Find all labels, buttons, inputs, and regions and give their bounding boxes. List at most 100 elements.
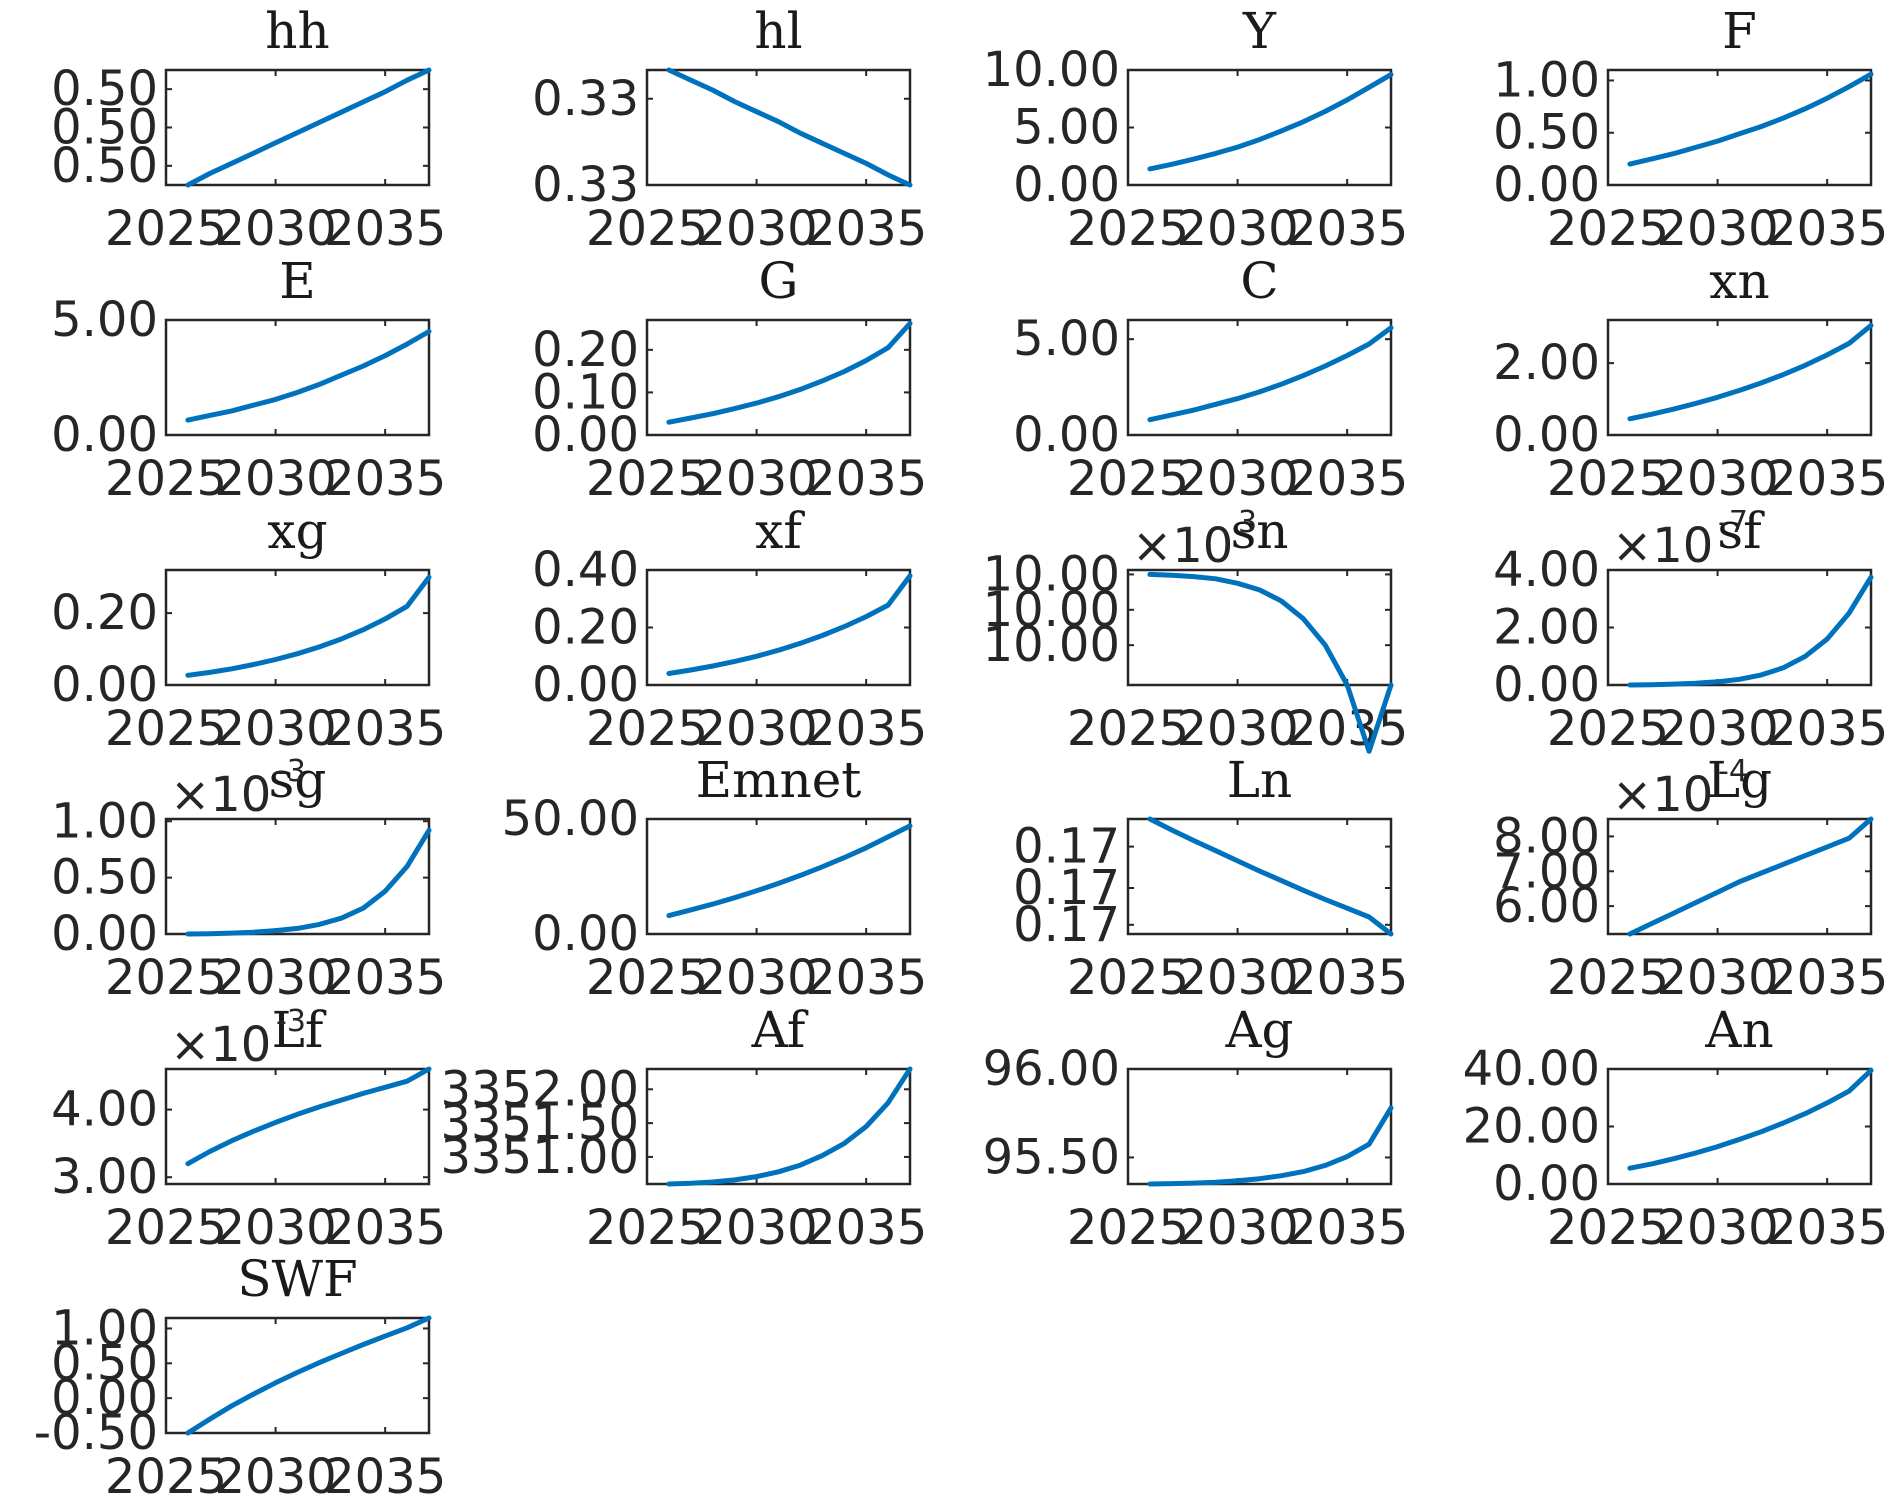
x-tick-label: 2025	[1547, 701, 1669, 757]
series-line	[1147, 325, 1394, 423]
x-tick-label: 2025	[1067, 1200, 1189, 1256]
axes-box	[645, 1067, 912, 1186]
x-tick-label: 2025	[586, 701, 708, 757]
y-tick-label: 0.17	[1013, 819, 1120, 875]
y-tick-label: 5.00	[51, 292, 158, 348]
series-line	[666, 67, 913, 188]
x-tick-label: 2030	[1177, 1200, 1299, 1256]
series-line	[1627, 71, 1874, 167]
y-multiplier-exponent: -4	[1718, 754, 1748, 789]
x-tick-label: 2035	[805, 201, 927, 257]
y-tick-label: 10.00	[983, 617, 1120, 673]
x-tick-label: 2025	[105, 451, 227, 507]
series-line	[185, 1066, 432, 1167]
y-tick-label: 0.50	[51, 1335, 158, 1391]
y-tick-label: 0.00	[532, 657, 639, 713]
x-tick-label: 2035	[324, 451, 446, 507]
axes-box	[164, 1316, 431, 1435]
y-tick-label: 96.00	[983, 1041, 1120, 1097]
x-tick-label: 2025	[105, 701, 227, 757]
y-tick-label: 0.20	[532, 322, 639, 378]
y-tick-label: 3351.50	[441, 1095, 640, 1151]
subplot-title: E	[279, 252, 316, 310]
series-line	[185, 827, 432, 937]
y-tick-label: 50.00	[502, 791, 639, 847]
x-tick-label: 2035	[1286, 1200, 1408, 1256]
subplot-title: hh	[265, 2, 329, 60]
y-tick-label: 7.00	[1493, 843, 1600, 899]
x-tick-label: 2025	[105, 201, 227, 257]
series-line	[185, 574, 432, 678]
x-tick-label: 2030	[1657, 950, 1779, 1006]
x-tick-label: 2025	[1547, 950, 1669, 1006]
x-tick-label: 2025	[586, 451, 708, 507]
x-tick-label: 2035	[1766, 1200, 1888, 1256]
x-tick-label: 2030	[696, 451, 818, 507]
series-line	[1147, 571, 1394, 754]
subplot-title: SWF	[237, 1250, 357, 1308]
series-line	[185, 67, 432, 188]
x-tick-label: 2030	[215, 701, 337, 757]
x-tick-label: 2030	[1657, 1200, 1779, 1256]
x-tick-label: 2030	[215, 1200, 337, 1256]
y-tick-label: 0.17	[1013, 897, 1120, 953]
x-tick-label: 2035	[805, 950, 927, 1006]
y-tick-label: 0.33	[532, 71, 639, 127]
y-tick-label: 0.50	[51, 100, 158, 156]
y-tick-label: 0.50	[51, 138, 158, 194]
x-tick-label: 2030	[696, 1200, 818, 1256]
x-tick-label: 2030	[1177, 451, 1299, 507]
x-tick-label: 2035	[805, 1200, 927, 1256]
x-tick-label: 2025	[105, 950, 227, 1006]
x-tick-label: 2030	[1177, 701, 1299, 757]
y-tick-label: 0.00	[51, 407, 158, 463]
subplot-title: C	[1240, 252, 1278, 310]
x-tick-label: 2035	[1766, 950, 1888, 1006]
x-tick-label: 2025	[1547, 201, 1669, 257]
subplot-title: xg	[267, 502, 327, 560]
y-tick-label: 40.00	[1463, 1041, 1600, 1097]
y-tick-label: 0.00	[51, 1370, 158, 1426]
series-line	[185, 1315, 432, 1436]
y-multiplier-exponent: -3	[276, 1004, 306, 1039]
y-multiplier-label: ×10	[1612, 767, 1713, 823]
y-tick-label: 0.00	[532, 906, 639, 962]
x-tick-label: 2035	[1286, 701, 1408, 757]
y-tick-label: 0.00	[51, 657, 158, 713]
y-tick-label: 3351.00	[441, 1129, 640, 1185]
y-tick-label: 0.50	[51, 61, 158, 117]
x-tick-label: 2025	[1547, 451, 1669, 507]
y-tick-label: 0.20	[51, 585, 158, 641]
axes-box	[645, 817, 912, 936]
subplot-title: Y	[1242, 2, 1277, 60]
axes-box	[1606, 568, 1873, 687]
x-tick-label: 2025	[105, 1449, 227, 1505]
x-tick-label: 2035	[1286, 451, 1408, 507]
subplot-title: G	[759, 252, 799, 310]
series-line	[1147, 72, 1394, 172]
x-tick-label: 2030	[696, 701, 818, 757]
y-tick-label: 1.00	[51, 1300, 158, 1356]
series-line	[666, 823, 913, 919]
x-tick-label: 2035	[324, 950, 446, 1006]
y-tick-label: 5.00	[1013, 311, 1120, 367]
series-line	[1627, 1067, 1874, 1171]
x-tick-label: 2035	[324, 1449, 446, 1505]
x-tick-label: 2030	[1657, 701, 1779, 757]
y-multiplier-label: ×10	[170, 1017, 271, 1073]
subplot-title: F	[1722, 2, 1757, 60]
x-tick-label: 2025	[1067, 701, 1189, 757]
y-tick-label: 0.50	[1493, 105, 1600, 161]
axes-box	[1606, 318, 1873, 437]
y-tick-label: 2.00	[1493, 335, 1600, 391]
axes-box	[1606, 817, 1873, 936]
